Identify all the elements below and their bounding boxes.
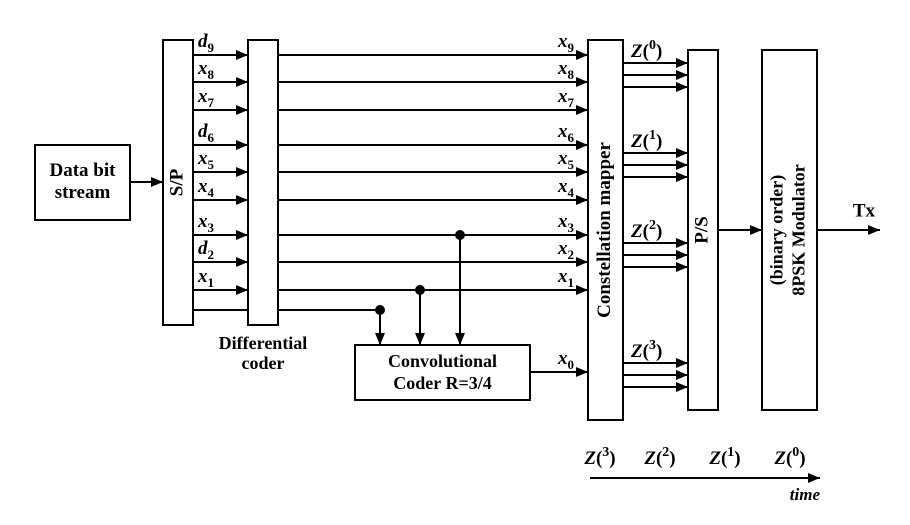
svg-text:Tx: Tx [853, 200, 876, 221]
svg-text:x3: x3 [557, 211, 575, 235]
svg-text:x3: x3 [197, 211, 215, 235]
svg-text:Constellation mapper: Constellation mapper [594, 142, 615, 318]
svg-text:x0: x0 [557, 348, 574, 372]
block-serial-to-parallel: S/P [163, 40, 193, 325]
svg-text:x9: x9 [557, 31, 575, 55]
svg-text:Z(2): Z(2) [643, 445, 675, 469]
svg-text:P/S: P/S [691, 216, 712, 243]
svg-text:x7: x7 [197, 86, 215, 110]
svg-text:x7: x7 [557, 86, 575, 110]
block-differential-coder: Differentialcoder [219, 40, 308, 373]
svg-text:x2: x2 [557, 238, 574, 262]
svg-text:S/P: S/P [166, 168, 187, 196]
block-convolutional-coder: ConvolutionalCoder R=3/4 [355, 345, 530, 400]
svg-text:d2: d2 [198, 238, 214, 262]
svg-text:d9: d9 [198, 31, 215, 55]
svg-text:Z(0): Z(0) [773, 445, 805, 469]
svg-text:Differential: Differential [219, 333, 308, 353]
arrow-databit-to-sp [130, 177, 163, 187]
svg-text:Data bit: Data bit [50, 160, 117, 181]
svg-text:Z(1): Z(1) [630, 128, 662, 152]
svg-text:d6: d6 [198, 121, 215, 145]
svg-text:x8: x8 [197, 58, 215, 82]
arrow-modulator-to-tx: Tx [817, 200, 880, 235]
svg-text:x6: x6 [557, 121, 575, 145]
arrow-conv-to-mapper: x0 [530, 348, 588, 377]
svg-text:x5: x5 [557, 148, 575, 172]
svg-text:x1: x1 [557, 266, 574, 290]
svg-text:Convolutional: Convolutional [388, 351, 497, 371]
svg-text:stream: stream [55, 182, 111, 203]
svg-text:Z(2): Z(2) [630, 218, 662, 242]
svg-text:x4: x4 [197, 176, 215, 200]
svg-text:x1: x1 [197, 266, 214, 290]
svg-text:Z(3): Z(3) [583, 445, 615, 469]
svg-text:x8: x8 [557, 58, 575, 82]
svg-text:Coder R=3/4: Coder R=3/4 [393, 373, 491, 393]
svg-text:time: time [790, 485, 821, 504]
block-constellation-mapper: Constellation mapper [588, 40, 623, 420]
svg-text:8PSK Modulator: 8PSK Modulator [789, 164, 809, 296]
svg-text:coder: coder [242, 353, 285, 373]
timeline: Z(3) Z(2) Z(1) Z(0) time [583, 445, 820, 504]
arrows-diff-to-mapper: x9 x8 x7 x6 x5 x4 x3 x2 x1 [278, 31, 588, 295]
arrows-mapper-to-ps: Z(0) Z(1) Z(2) Z(3) [623, 38, 688, 392]
arrow-ps-to-modulator [718, 225, 762, 235]
block-parallel-to-serial: P/S [688, 50, 718, 410]
svg-text:x5: x5 [197, 148, 215, 172]
block-data-bit-stream: Data bitstream [35, 145, 130, 220]
svg-text:Z(0): Z(0) [630, 38, 662, 62]
svg-text:(binary order): (binary order) [767, 175, 788, 285]
taps-to-convolutional [375, 230, 465, 345]
arrows-sp-to-diff: d9 x8 x7 d6 x5 x4 x3 d2 x1 [193, 31, 248, 295]
svg-text:Z(1): Z(1) [708, 445, 740, 469]
block-8psk-modulator: 8PSK Modulator(binary order) [762, 50, 817, 410]
svg-text:Z(3): Z(3) [630, 338, 662, 362]
svg-text:x4: x4 [557, 176, 575, 200]
